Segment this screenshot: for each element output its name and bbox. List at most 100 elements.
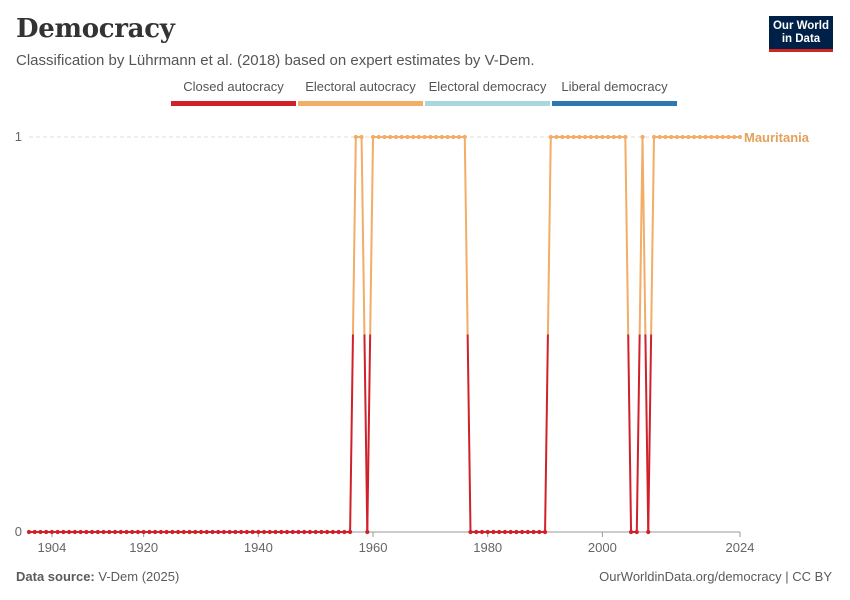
x-tick-label: 1980	[473, 540, 502, 555]
data-point	[565, 134, 571, 140]
data-point	[617, 134, 622, 140]
legend-swatch	[552, 101, 677, 106]
data-point	[508, 529, 513, 535]
series-line-segment	[360, 136, 366, 335]
data-point	[651, 134, 657, 140]
logo-line-2: in Data	[781, 32, 821, 45]
x-tick-label: 2000	[588, 540, 617, 555]
data-point	[709, 134, 714, 140]
series-line-segment	[627, 334, 633, 533]
legend-swatch	[171, 101, 296, 106]
series-label-mauritania: Mauritania	[744, 130, 810, 145]
data-point	[577, 134, 582, 140]
chart-subtitle: Classification by Lührmann et al. (2018)…	[16, 52, 535, 69]
data-point	[657, 134, 662, 140]
series-lines	[29, 136, 740, 533]
data-point	[548, 134, 553, 140]
data-point	[445, 134, 450, 140]
legend-swatch	[298, 101, 423, 106]
series-line-segment	[349, 334, 354, 533]
legend-label: Electoral autocracy	[305, 79, 416, 94]
data-point	[439, 134, 444, 140]
data-point	[456, 134, 462, 140]
x-tick-label: 1904	[37, 540, 66, 555]
data-point	[290, 529, 295, 535]
legend-swatch	[425, 101, 550, 106]
data-point	[542, 529, 548, 535]
data-point	[216, 529, 221, 535]
data-point	[187, 529, 192, 535]
data-point	[181, 529, 186, 535]
data-point	[170, 529, 175, 535]
footer-url[interactable]: OurWorldinData.org/democracy | CC BY	[599, 569, 832, 584]
data-point	[147, 529, 152, 535]
data-point	[267, 529, 272, 535]
data-point	[623, 134, 628, 140]
data-point	[244, 529, 249, 535]
data-point	[227, 529, 232, 535]
data-point	[646, 529, 651, 535]
data-point	[78, 529, 83, 535]
data-point	[198, 529, 204, 535]
series-line-segment	[366, 334, 372, 533]
series-line-segment	[369, 136, 375, 335]
data-source: Data source: V-Dem (2025)	[16, 569, 179, 584]
series-line-segment	[624, 136, 630, 335]
data-point	[347, 529, 353, 535]
data-point	[554, 134, 559, 140]
data-point	[365, 529, 370, 535]
x-tick-label: 2024	[726, 540, 755, 555]
data-point	[101, 529, 106, 535]
data-point	[405, 134, 410, 140]
data-point	[141, 529, 146, 535]
data-point	[634, 529, 639, 535]
data-point	[353, 134, 358, 140]
data-point	[261, 529, 267, 535]
data-point	[674, 134, 680, 140]
logo-line-1: Our World	[772, 19, 829, 32]
data-point	[342, 529, 347, 535]
data-point	[628, 529, 634, 535]
data-point	[560, 134, 565, 140]
data-point	[118, 529, 123, 535]
data-point	[279, 529, 284, 535]
chart-svg: Closed autocracy Electoral autocracy Elect…	[15, 79, 810, 555]
data-point	[491, 529, 496, 535]
data-point	[158, 529, 163, 535]
data-source-value: V-Dem (2025)	[98, 569, 180, 584]
series-line-segment	[641, 136, 647, 335]
data-point	[531, 529, 536, 535]
data-point	[720, 134, 725, 140]
data-point	[703, 134, 708, 140]
data-point	[273, 529, 278, 535]
data-point	[428, 134, 433, 140]
data-point	[38, 529, 43, 535]
data-point	[296, 529, 301, 535]
data-point	[588, 134, 594, 140]
data-point	[330, 529, 335, 535]
data-point	[388, 134, 393, 140]
data-point	[204, 529, 209, 535]
data-point	[663, 134, 668, 140]
data-point	[520, 529, 525, 535]
data-point	[89, 529, 95, 535]
data-point	[135, 529, 141, 535]
series-line-segment	[351, 136, 357, 335]
data-point	[319, 529, 324, 535]
series-labels: Mauritania	[744, 130, 810, 145]
data-point	[107, 529, 112, 535]
data-point	[485, 529, 490, 535]
data-point	[737, 134, 743, 140]
series-line-segment	[463, 136, 469, 335]
data-point	[537, 529, 542, 535]
series-line-segment	[546, 136, 552, 335]
data-point	[376, 134, 381, 140]
series-line-segment	[650, 136, 655, 335]
data-point	[55, 529, 60, 535]
legend-label: Liberal democracy	[561, 79, 668, 94]
owid-logo[interactable]: Our World in Data	[769, 16, 833, 52]
data-point	[67, 529, 72, 535]
data-point	[726, 134, 731, 140]
data-point	[451, 134, 456, 140]
data-point	[640, 134, 645, 140]
